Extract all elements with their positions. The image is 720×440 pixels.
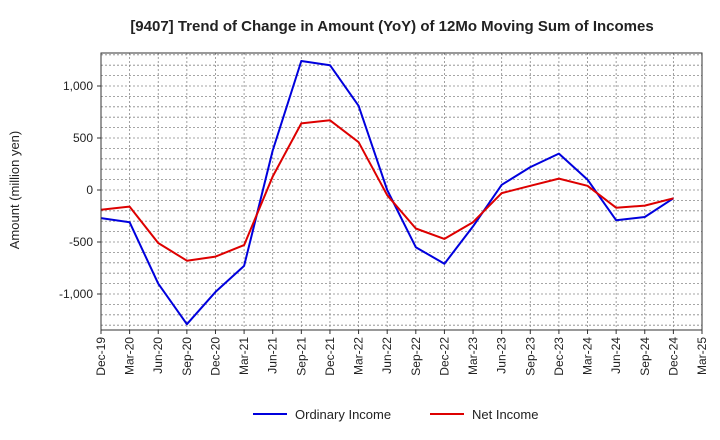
x-tick-label: Jun-24: [609, 337, 623, 374]
y-tick-label: 1,000: [63, 79, 93, 93]
legend: Ordinary Income Net Income: [253, 407, 538, 422]
series-line-net-income: [100, 119, 674, 262]
x-tick-label: Mar-20: [123, 337, 137, 375]
x-tick-label: Dec-20: [208, 337, 222, 376]
x-tick-label: Sep-20: [180, 337, 194, 376]
y-tick-label: -500: [69, 235, 93, 249]
x-tick-label: Sep-24: [638, 337, 652, 376]
x-tick-label: Jun-21: [266, 337, 280, 374]
x-ticks: Dec-19 Mar-20 Jun-20 Sep-20 Dec-20 Mar-21 Jun-…: [94, 330, 709, 376]
y-ticks: 1,000 500 0 -500 -1,000: [59, 79, 101, 301]
x-tick-label: Jun-22: [380, 337, 394, 374]
y-tick-label: 500: [73, 131, 93, 145]
grid: [101, 53, 702, 330]
series-line-ordinary-income: [100, 60, 674, 326]
x-tick-label: Dec-19: [94, 337, 108, 376]
x-tick-label: Dec-22: [437, 337, 451, 376]
x-tick-label: Mar-25: [695, 337, 709, 375]
legend-item-net-income: Net Income: [430, 407, 538, 422]
y-tick-label: -1,000: [59, 287, 93, 301]
x-tick-label: Sep-21: [294, 337, 308, 376]
x-tick-label: Sep-23: [523, 337, 537, 376]
legend-label: Ordinary Income: [295, 407, 391, 422]
x-tick-label: Mar-23: [466, 337, 480, 375]
x-tick-label: Mar-21: [237, 337, 251, 375]
chart-title: [9407] Trend of Change in Amount (YoY) o…: [130, 18, 653, 35]
legend-item-ordinary-income: Ordinary Income: [253, 407, 391, 422]
x-tick-label: Mar-24: [581, 337, 595, 375]
plot-frame: [100, 52, 703, 331]
x-tick-label: Dec-21: [323, 337, 337, 376]
y-axis-label: Amount (million yen): [7, 131, 22, 250]
x-tick-label: Sep-22: [409, 337, 423, 376]
series-group: [100, 60, 674, 326]
y-tick-label: 0: [86, 183, 93, 197]
x-tick-label: Jun-23: [495, 337, 509, 374]
x-tick-label: Dec-23: [552, 337, 566, 376]
x-tick-label: Dec-24: [666, 337, 680, 376]
legend-label: Net Income: [472, 407, 538, 422]
x-tick-label: Mar-22: [352, 337, 366, 375]
x-tick-label: Jun-20: [151, 337, 165, 374]
